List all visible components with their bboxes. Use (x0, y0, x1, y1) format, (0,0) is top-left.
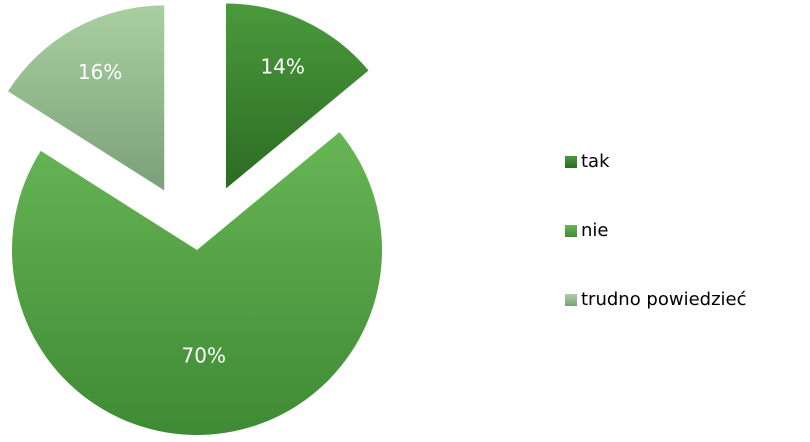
legend: tak nie trudno powiedzieć (565, 151, 747, 310)
legend-label-nie: nie (581, 220, 608, 241)
pie-slice-trudno-powiedzie (8, 5, 165, 191)
legend-label-trudno-powiedzie: trudno powiedzieć (581, 289, 747, 310)
slice-label-trudno-powiedzie: 16% (78, 60, 122, 84)
legend-item-trudno-powiedzie: trudno powiedzieć (565, 289, 747, 310)
pie-slice-nie (12, 132, 383, 435)
pie-slice-tak (225, 3, 369, 189)
pie-slices (8, 3, 383, 435)
legend-item-nie: nie (565, 220, 608, 241)
legend-swatch-nie (565, 225, 577, 237)
legend-label-tak: tak (581, 151, 610, 172)
legend-item-tak: tak (565, 151, 610, 172)
slice-label-tak: 14% (260, 54, 304, 78)
legend-swatch-tak (565, 156, 577, 168)
slice-labels: 14% 70% 16% (78, 54, 305, 367)
legend-swatch-trudno-powiedzie (565, 294, 577, 306)
slice-label-nie: 70% (182, 344, 226, 368)
